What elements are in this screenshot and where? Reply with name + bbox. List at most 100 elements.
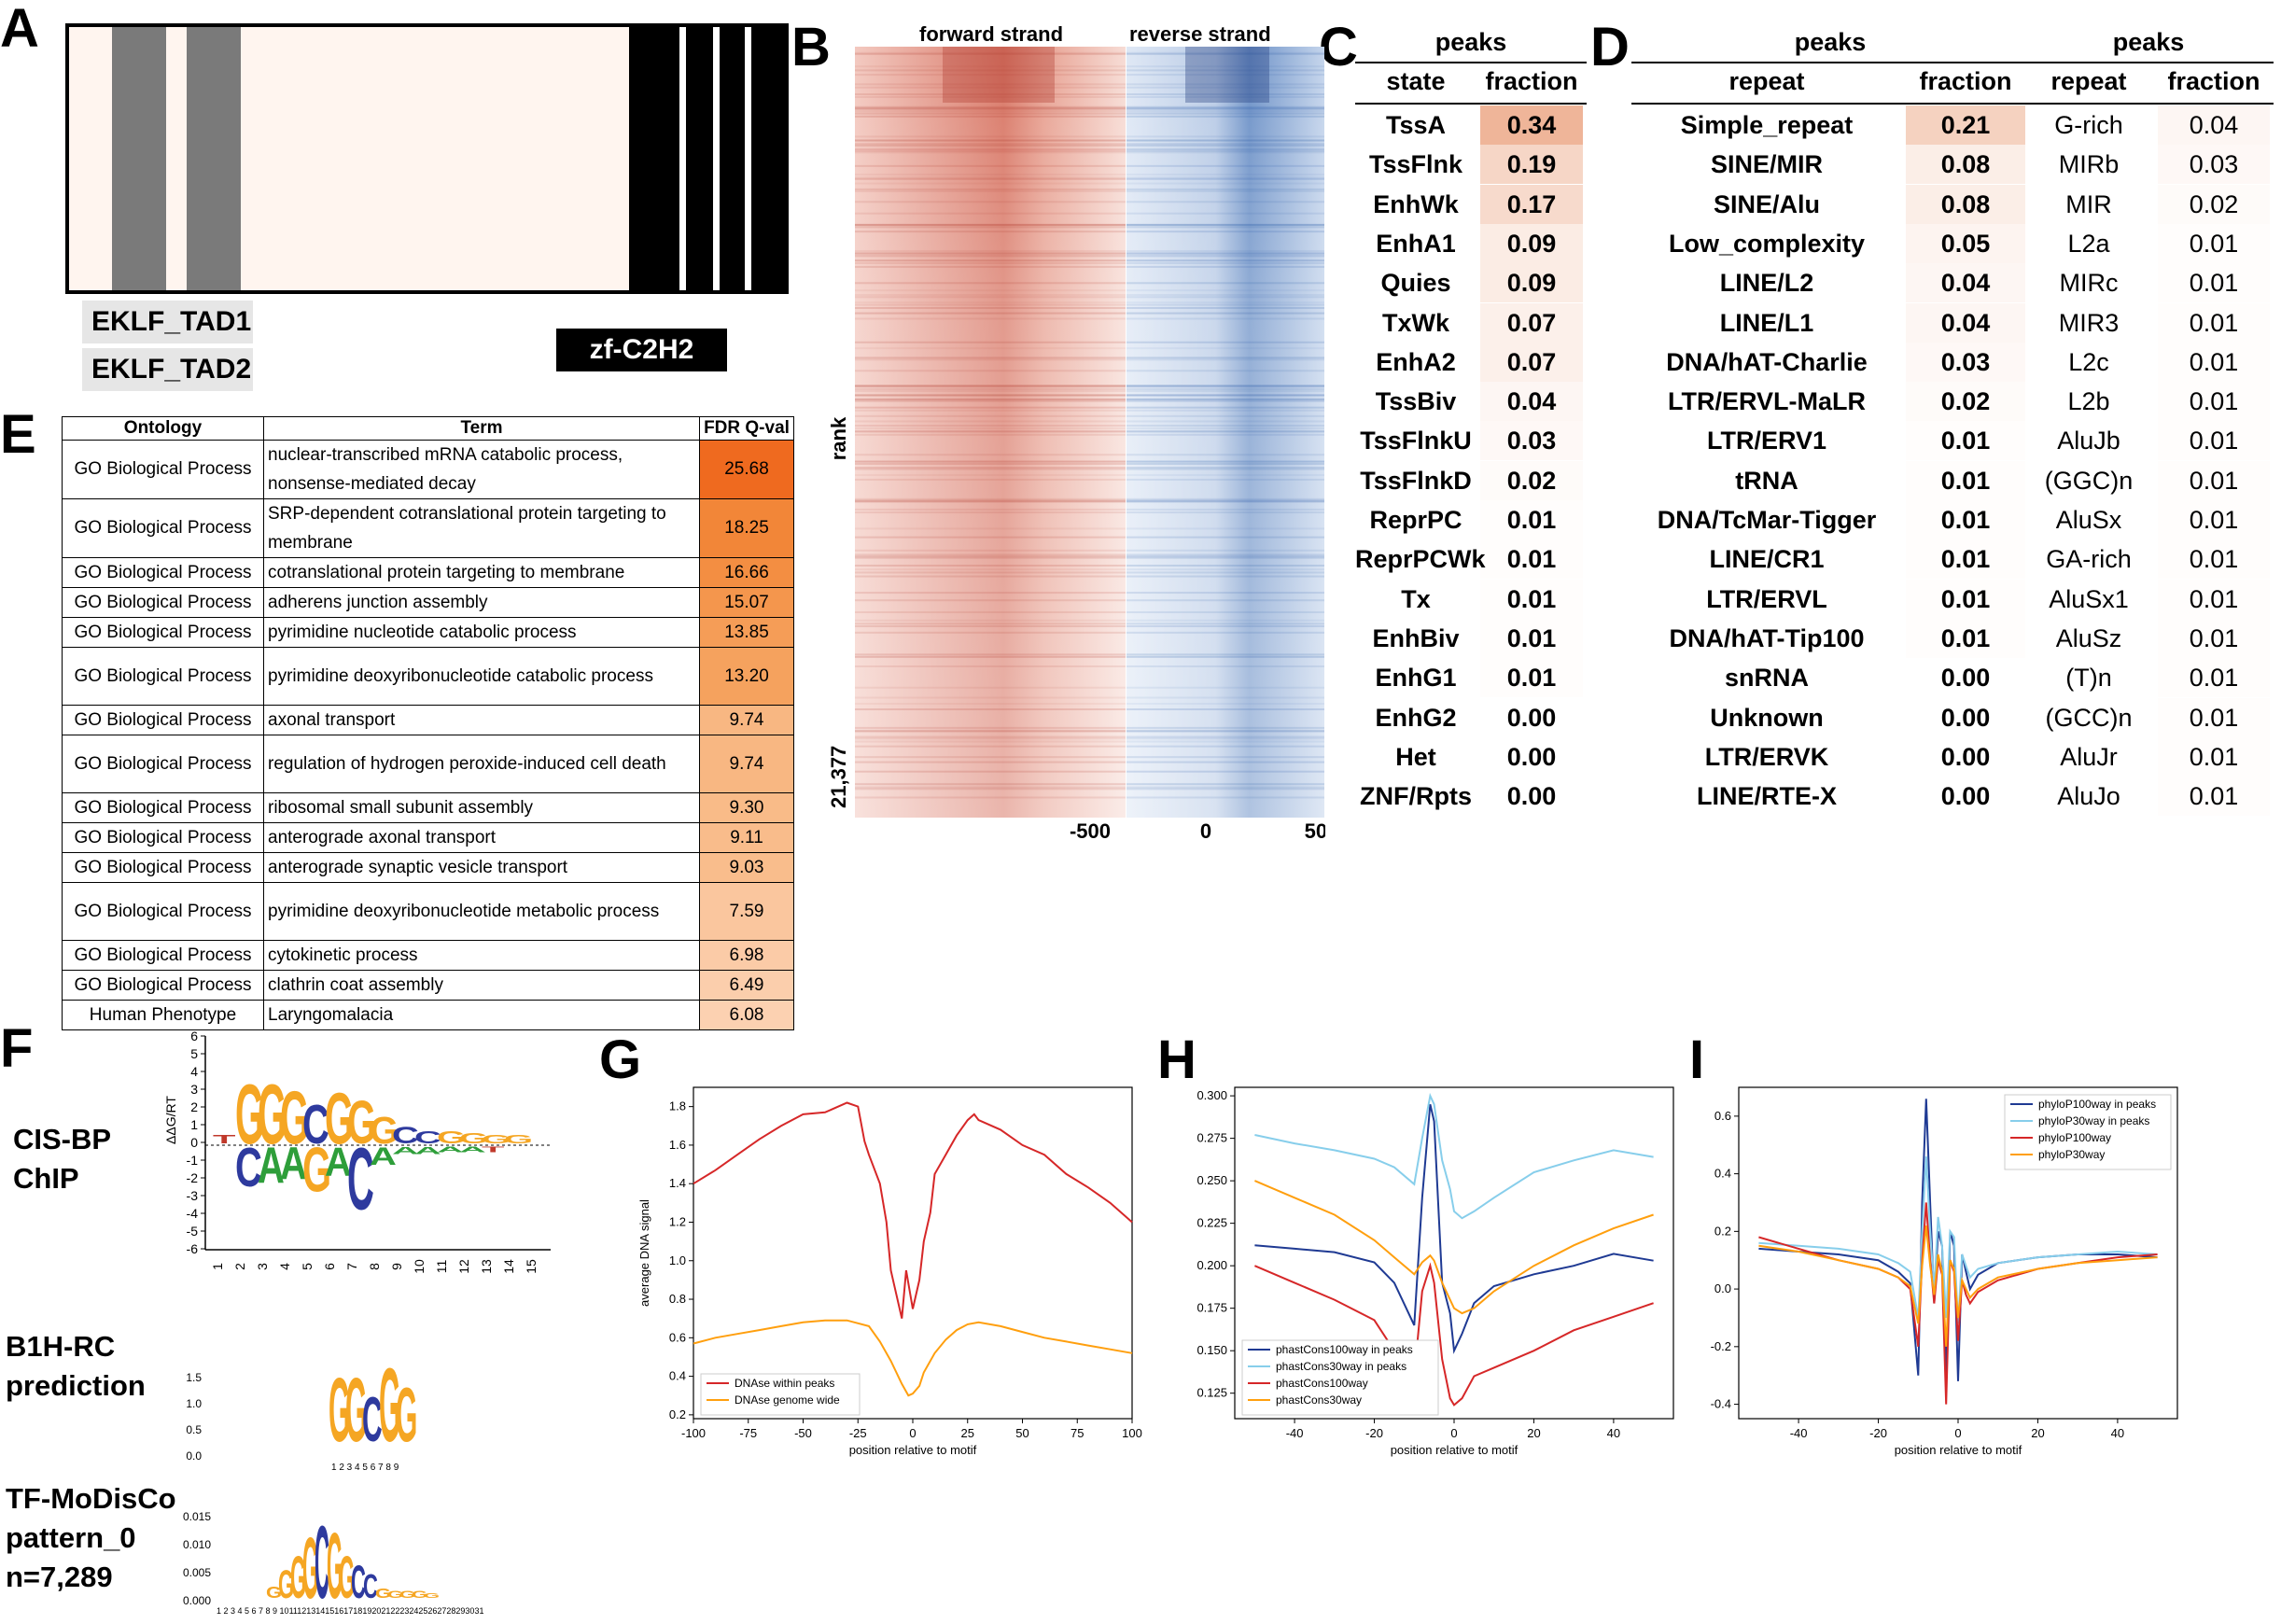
table-row-label: EnhG2 [1375, 703, 1457, 732]
x-tick-label: 20 [1527, 1426, 1540, 1440]
term-cell: adherens junction assembly [263, 587, 700, 618]
motif1-ytick: -4 [187, 1206, 199, 1221]
table-row: GO Biological Process anterograde synapti… [62, 852, 794, 883]
y-tick-label: 1.0 [669, 1253, 686, 1267]
table-row: GO Biological Process pyrimidine deoxyrib… [62, 882, 794, 941]
x-tick-label: 0 [1954, 1426, 1961, 1440]
table-row-label: Simple_repeat [1680, 111, 1854, 139]
eklf-tad2-domain [187, 27, 241, 290]
series-line-4 [1758, 1225, 2158, 1347]
fdr-cell: 16.66 [699, 557, 794, 588]
table-row: GO Biological Process anterograde axonal … [62, 822, 794, 853]
logo-letter: G [302, 1135, 331, 1206]
heatmap-xtick-0: 0 [1200, 819, 1211, 840]
chart-i-phylop: -40 -20 0 20 40 -0.4 -0.2 0.0 0.2 0.4 0.6 position … [1711, 1086, 2178, 1457]
x-tick-label: -50 [794, 1426, 812, 1440]
panel-label-b: B [791, 17, 831, 77]
x-axis-label: position relative to motif [1895, 1443, 2022, 1457]
y-tick-label: 0.8 [669, 1292, 686, 1306]
table-row-value: 0.00 [1506, 742, 1557, 771]
legend-label: phastCons100way [1276, 1377, 1368, 1390]
table-row-label: AluJb [2057, 427, 2120, 455]
term-cell: Laryngomalacia [263, 1000, 700, 1030]
logo-letter: T [482, 1146, 505, 1155]
forward-strand-label: forward strand [919, 22, 1064, 46]
ontology-cell: GO Biological Process [62, 735, 264, 793]
motif1-xtick: 8 [367, 1263, 382, 1270]
table-row-label: ZNF/Rpts [1360, 782, 1472, 811]
ontology-cell: GO Biological Process [62, 970, 264, 1001]
table-title: peaks [2112, 28, 2185, 56]
table-row-value: 0.00 [1940, 782, 1991, 811]
term-cell: anterograde synaptic vesicle transport [263, 852, 700, 883]
table-row-value: 0.01 [1940, 466, 1991, 495]
column-header: repeat [2050, 67, 2127, 95]
table-row-label: LTR/ERVK [1704, 742, 1829, 771]
logo-letter: G [396, 1373, 417, 1459]
table-row-label: snRNA [1724, 664, 1809, 693]
table-row-label: SINE/Alu [1713, 189, 1820, 218]
x-tick-label: -100 [681, 1426, 706, 1440]
motif3-ytick: 0.015 [183, 1510, 211, 1523]
logo-letter: C [392, 1123, 419, 1149]
chart-h-phastcons: -40 -20 0 20 40 0.125 0.150 0.175 0.200 0.225 0.25… [1196, 1086, 1674, 1457]
table-row-label: DNA/hAT-Tip100 [1669, 623, 1865, 652]
logo-letter: G [280, 1074, 309, 1159]
logo-letter: A [280, 1140, 307, 1190]
term-cell: ribosomal small subunit assembly [263, 792, 700, 823]
panel-label-h: H [1157, 1029, 1196, 1090]
logo-letter: G [375, 1586, 391, 1601]
panel-label-a: A [0, 0, 39, 59]
heatmap-xtick-neg500: -500 [1070, 819, 1111, 840]
term-cell: pyrimidine nucleotide catabolic process [263, 617, 700, 648]
logo-letter: G [302, 1520, 318, 1617]
table-row-label: LTR/ERVL [1706, 584, 1827, 613]
logo-letter: A [459, 1146, 486, 1155]
ontology-cell: Human Phenotype [62, 1000, 264, 1030]
table-row-label: tRNA [1735, 466, 1798, 495]
zf-c2h2-domain [629, 27, 785, 290]
legend-label: phastCons30way [1276, 1393, 1362, 1407]
table-row-label: AluSx [2055, 506, 2122, 534]
table-row-value: 0.01 [2189, 269, 2239, 298]
table-row-value: 0.01 [2189, 506, 2239, 534]
fdr-cell: 9.03 [699, 852, 794, 883]
column-header: fraction [2167, 67, 2260, 95]
table-row-label: TssFlnkU [1360, 427, 1472, 455]
table-row-value: 0.01 [2189, 742, 2239, 771]
series-line-2 [1254, 1092, 1654, 1220]
table-row-value: 0.05 [1940, 229, 1991, 258]
table-row-value: 0.00 [1506, 703, 1557, 732]
series-line-2 [1758, 1156, 2158, 1324]
table-row-value: 0.09 [1506, 229, 1557, 258]
motif1-xtick: 6 [322, 1263, 337, 1270]
legend-label: phyloP100way in peaks [2038, 1098, 2156, 1111]
panel-label-c: C [1319, 17, 1358, 77]
ontology-cell: GO Biological Process [62, 440, 264, 499]
table-row-value: 0.01 [1940, 427, 1991, 455]
y-tick-label: 0.225 [1196, 1216, 1227, 1230]
ontology-cell: GO Biological Process [62, 882, 264, 941]
table-row-value: 0.08 [1940, 189, 1991, 218]
motif1-label: CIS-BP ChIP [13, 1123, 112, 1195]
term-cell: anterograde axonal transport [263, 822, 700, 853]
table-row-value: 0.01 [2189, 466, 2239, 495]
x-tick-label: -40 [1286, 1426, 1304, 1440]
motif1-xtick: 9 [389, 1263, 404, 1270]
table-row-label: LINE/RTE-X [1696, 782, 1837, 811]
table-row-label: AluSz [2055, 623, 2122, 652]
chart-g-dnase: -100 -75 -50 -25 0 25 50 75 100 0.2 0.4 0.6 0.8 1.0 1.… [637, 1086, 1142, 1457]
y-tick-label: 0.4 [669, 1369, 686, 1383]
logo-letter: G [387, 1589, 403, 1600]
logo-letter: C [347, 1130, 374, 1229]
term-cell: cotranslational protein targeting to mem… [263, 557, 700, 588]
motif2-ytick: 1.0 [186, 1397, 202, 1410]
x-tick-label: -25 [849, 1426, 867, 1440]
table-row-label: LINE/CR1 [1709, 545, 1825, 574]
table-row: GO Biological Process regulation of hydro… [62, 735, 794, 793]
logo-letter: G [504, 1133, 533, 1146]
table-row-value: 0.08 [1940, 150, 1991, 179]
column-header: fraction [1485, 67, 1578, 95]
motif1-ytick: -6 [187, 1241, 199, 1256]
table-row: GO Biological Process adherens junction a… [62, 587, 794, 618]
